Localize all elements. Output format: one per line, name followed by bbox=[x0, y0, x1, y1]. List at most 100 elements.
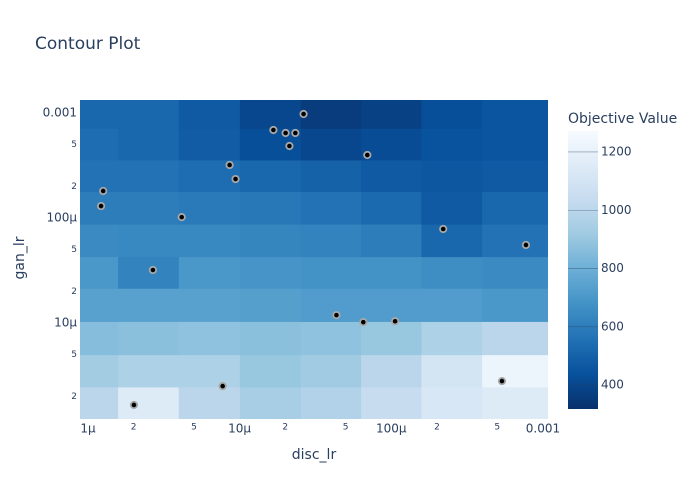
contour-cell bbox=[239, 224, 302, 258]
contour-cell bbox=[300, 387, 362, 419]
x-tick-label: 5 bbox=[191, 423, 197, 433]
contour-cell bbox=[300, 321, 362, 356]
colorbar bbox=[568, 131, 598, 409]
contour-cell bbox=[300, 160, 362, 193]
contour-cell bbox=[482, 128, 548, 161]
contour-cell bbox=[178, 192, 241, 226]
contour-cell bbox=[80, 224, 119, 258]
x-tick-label: 2 bbox=[131, 423, 137, 433]
contour-cell bbox=[80, 128, 119, 161]
trial-point bbox=[285, 141, 294, 151]
trial-point bbox=[391, 317, 400, 326]
contour-cell bbox=[361, 321, 422, 356]
trial-point bbox=[177, 213, 186, 222]
contour-cell bbox=[239, 321, 302, 356]
contour-cell bbox=[178, 355, 241, 388]
contour-cell bbox=[421, 321, 483, 356]
contour-cell bbox=[421, 224, 483, 258]
colorbar-tick-label: 600 bbox=[601, 319, 624, 333]
colorbar-tick-label: 400 bbox=[601, 378, 624, 392]
x-tick-label: 5 bbox=[343, 423, 349, 433]
contour-cell bbox=[482, 224, 548, 258]
contour-cell bbox=[239, 257, 302, 290]
contour-cell bbox=[80, 387, 119, 419]
contour-cell bbox=[482, 355, 548, 388]
x-tick-label: 2 bbox=[434, 423, 440, 433]
contour-cell bbox=[482, 100, 548, 130]
x-tick-label: 0.001 bbox=[526, 422, 560, 436]
contour-cell bbox=[178, 128, 241, 161]
contour-cell bbox=[80, 321, 119, 356]
contour-cell bbox=[421, 387, 483, 419]
contour-cell bbox=[178, 387, 241, 419]
x-tick-label: 2 bbox=[282, 423, 288, 433]
contour-cell bbox=[482, 321, 548, 356]
contour-cell bbox=[118, 224, 180, 258]
contour-cell bbox=[239, 100, 302, 130]
contour-cell bbox=[239, 288, 302, 323]
colorbar-title: Objective Value bbox=[568, 111, 677, 127]
trial-point bbox=[359, 318, 368, 327]
contour-cell bbox=[361, 257, 422, 290]
trial-point bbox=[363, 150, 372, 160]
contour-cell bbox=[361, 100, 422, 130]
x-tick-label: 100μ bbox=[376, 422, 407, 436]
y-tick-label: 2 bbox=[71, 182, 77, 192]
contour-cell bbox=[300, 355, 362, 388]
chart-title: Contour Plot bbox=[35, 34, 141, 54]
contour-cell bbox=[80, 100, 119, 130]
y-tick-label: 10μ bbox=[54, 316, 77, 330]
contour-cell bbox=[178, 257, 241, 290]
contour-cell bbox=[421, 160, 483, 193]
y-tick-label: 5 bbox=[71, 245, 77, 255]
trial-point bbox=[225, 160, 234, 170]
contour-cell bbox=[421, 192, 483, 226]
contour-cell bbox=[361, 192, 422, 226]
contour-cell bbox=[118, 321, 180, 356]
trial-point bbox=[521, 240, 531, 250]
trial-point bbox=[269, 125, 278, 135]
contour-cell bbox=[118, 192, 180, 226]
y-axis-title: gan_lr bbox=[12, 236, 28, 279]
contour-cell bbox=[178, 224, 241, 258]
contour-cell bbox=[361, 224, 422, 258]
contour-cell bbox=[80, 257, 119, 290]
trial-point bbox=[96, 201, 106, 211]
x-tick-label: 5 bbox=[494, 423, 500, 433]
contour-cell bbox=[239, 387, 302, 419]
contour-cell bbox=[421, 288, 483, 323]
contour-cell bbox=[300, 224, 362, 258]
trial-point bbox=[281, 128, 290, 138]
trial-point bbox=[497, 377, 507, 386]
contour-cell bbox=[421, 257, 483, 290]
contour-cell bbox=[482, 288, 548, 323]
contour-cell bbox=[421, 100, 483, 130]
contour-cell bbox=[178, 321, 241, 356]
contour-cell bbox=[80, 160, 119, 193]
trial-point bbox=[439, 224, 448, 234]
colorbar-tick-label: 1200 bbox=[601, 144, 632, 158]
contour-cell bbox=[482, 257, 548, 290]
contour-cell bbox=[80, 288, 119, 323]
contour-cell bbox=[178, 100, 241, 130]
contour-cell bbox=[482, 387, 548, 419]
y-tick-label: 2 bbox=[71, 392, 77, 402]
contour-cell bbox=[421, 355, 483, 388]
trial-point bbox=[218, 381, 227, 391]
x-tick-label: 10μ bbox=[228, 422, 251, 436]
contour-cell bbox=[361, 387, 422, 419]
trial-point bbox=[291, 128, 300, 138]
contour-cell bbox=[361, 355, 422, 388]
trial-point bbox=[148, 265, 157, 275]
y-tick-label: 0.001 bbox=[43, 106, 77, 120]
x-axis-title: disc_lr bbox=[292, 447, 337, 463]
contour-cell bbox=[118, 288, 180, 323]
contour-cell bbox=[361, 160, 422, 193]
contour-cell bbox=[239, 355, 302, 388]
contour-cell bbox=[482, 160, 548, 193]
contour-cell bbox=[300, 100, 362, 130]
trial-point bbox=[299, 109, 308, 119]
contour-cell bbox=[300, 288, 362, 323]
trial-point bbox=[99, 186, 108, 196]
contour-cell bbox=[80, 355, 119, 388]
